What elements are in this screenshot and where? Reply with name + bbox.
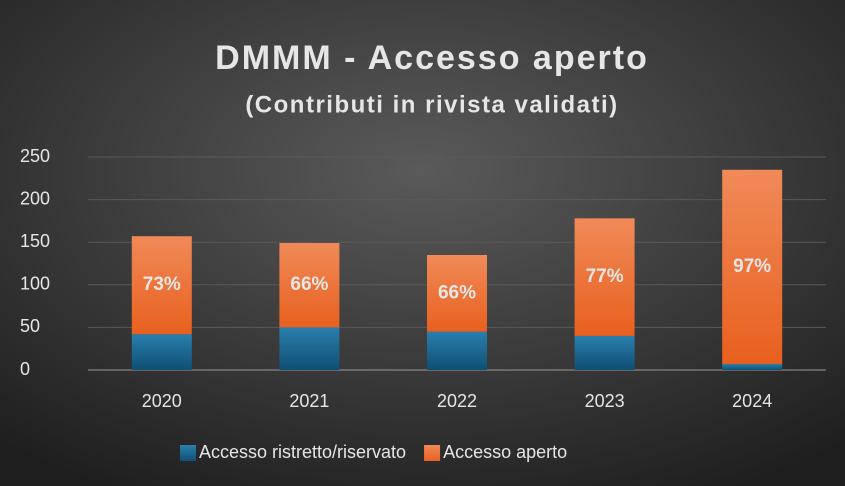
data-label: 66% <box>290 274 328 295</box>
data-label: 73% <box>143 274 181 295</box>
y-tick-label: 250 <box>20 146 50 166</box>
bar-segment <box>279 243 340 328</box>
y-tick-label: 50 <box>20 316 40 336</box>
bar-segment <box>574 218 635 336</box>
bar-segment <box>427 254 487 332</box>
bar-segment <box>722 364 783 370</box>
data-label: 77% <box>586 266 624 287</box>
bar-segment <box>131 236 192 335</box>
bar-segment <box>574 335 635 370</box>
x-tick-label: 2023 <box>585 391 625 411</box>
x-tick-label: 2022 <box>437 391 477 411</box>
bar-segment <box>427 331 487 370</box>
bar-segment <box>279 327 340 370</box>
y-tick-label: 150 <box>20 231 50 251</box>
data-label: 97% <box>733 256 771 277</box>
x-tick-label: 2021 <box>289 391 329 411</box>
y-tick-label: 100 <box>20 274 50 294</box>
x-tick-label: 2020 <box>142 391 182 411</box>
chart-title: DMMM - Accesso aperto <box>215 39 649 77</box>
bar-segment <box>722 169 783 365</box>
chart-subtitle: (Contributi in rivista validati) <box>245 91 618 118</box>
bar-segment <box>131 334 192 370</box>
y-tick-label: 0 <box>20 359 30 379</box>
legend-label: Accesso ristretto/riservato <box>199 442 406 462</box>
legend-label: Accesso aperto <box>443 442 567 462</box>
legend-swatch <box>180 445 196 461</box>
data-label: 66% <box>438 282 476 303</box>
legend-swatch <box>424 445 441 461</box>
x-tick-label: 2024 <box>732 391 772 411</box>
y-tick-label: 200 <box>20 188 50 208</box>
